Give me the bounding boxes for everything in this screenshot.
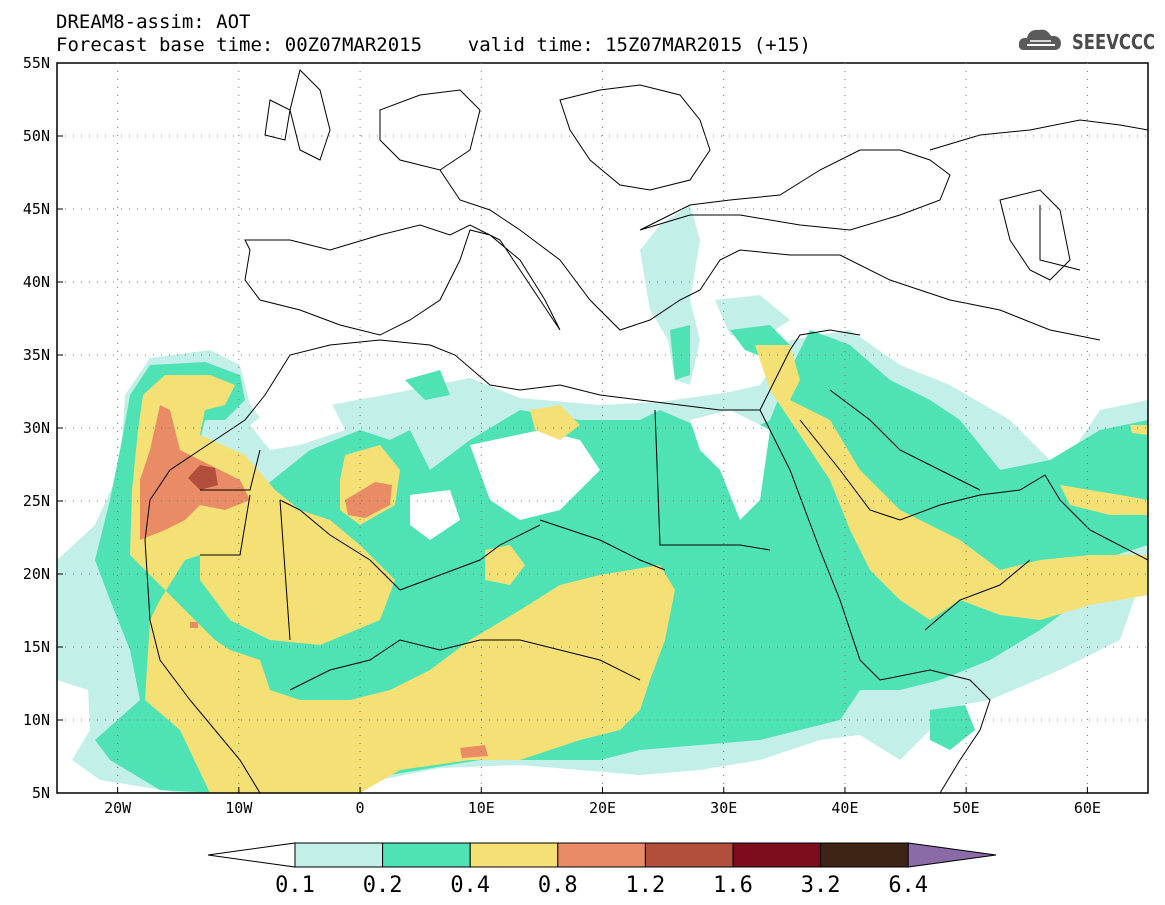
legend-arrow-low <box>207 842 296 868</box>
aot-contour-peak <box>460 745 488 758</box>
lat-label: 45N <box>23 200 50 218</box>
legend-label: 6.4 <box>888 873 928 898</box>
lat-label: 55N <box>23 54 50 72</box>
lat-label: 20N <box>23 565 50 583</box>
aot-contour-mid <box>95 330 1148 793</box>
lon-label: 40E <box>831 799 858 817</box>
aot-contour-max <box>188 465 218 490</box>
legend-label: 0.1 <box>275 873 315 898</box>
aot-contour-mid <box>930 705 975 750</box>
lat-label: 5N <box>32 784 50 802</box>
aot-contour-high <box>345 575 375 615</box>
legend-label: 0.2 <box>363 873 403 898</box>
lat-label: 10N <box>23 711 50 729</box>
legend-arrow-high <box>907 842 997 868</box>
aot-clear-area <box>250 395 345 450</box>
lat-label: 50N <box>23 127 50 145</box>
legend-swatch <box>294 842 384 868</box>
aot-contour-high <box>1060 485 1148 515</box>
aot-contour-peak <box>190 622 198 628</box>
aot-clear-area <box>410 490 460 540</box>
legend-swatch <box>820 842 909 868</box>
lon-label: 20E <box>589 799 616 817</box>
cloud-logo-icon <box>1018 29 1061 50</box>
lat-label: 35N <box>23 346 50 364</box>
legend-label: 0.8 <box>538 873 578 898</box>
lon-label: 30E <box>710 799 737 817</box>
aot-contour-mid <box>405 370 450 400</box>
aot-contour-peak <box>345 482 392 518</box>
legend-swatch <box>557 842 646 868</box>
lat-labels: 55N 50N 45N 40N 35N 30N 25N 20N 15N 10N 5N <box>23 54 50 802</box>
aot-contour-high <box>530 405 580 440</box>
lat-label: 15N <box>23 638 50 656</box>
legend-label: 1.2 <box>626 873 666 898</box>
lon-label: 60E <box>1074 799 1101 817</box>
lat-label: 40N <box>23 273 50 291</box>
legend-swatch <box>469 842 559 868</box>
logo-text: SEEVCCC <box>1072 30 1156 54</box>
legend-swatch <box>644 842 734 868</box>
aot-clear-area <box>690 410 770 520</box>
lat-gridlines <box>57 62 1148 794</box>
lon-label: 50E <box>953 799 980 817</box>
aot-clear-area <box>470 430 600 520</box>
lon-labels: 20W 10W 0 10E 20E 30E 40E 50E 60E <box>104 799 1101 817</box>
legend-label: 3.2 <box>801 873 841 898</box>
lon-label: 10E <box>468 799 495 817</box>
lon-label: 0 <box>356 799 365 817</box>
map-title: DREAM8-assim: AOT <box>56 11 251 33</box>
legend-label: 0.4 <box>450 873 490 898</box>
aot-contour-high <box>485 545 525 585</box>
aot-contour-high <box>130 375 675 793</box>
legend-swatch <box>732 842 822 868</box>
lon-label: 20W <box>104 799 132 817</box>
legend-swatch <box>382 842 471 868</box>
aot-contour-high <box>755 345 1148 620</box>
coastlines <box>144 69 1148 793</box>
lat-label: 30N <box>23 419 50 437</box>
legend-label: 1.6 <box>713 873 753 898</box>
lon-gridlines <box>117 63 1088 793</box>
aot-contour-mid <box>670 325 690 380</box>
lat-label: 25N <box>23 492 50 510</box>
aot-contour-high <box>1130 425 1148 435</box>
forecast-time-line: Forecast base time: 00Z07MAR2015 valid t… <box>56 34 811 56</box>
lon-label: 10W <box>225 799 253 817</box>
